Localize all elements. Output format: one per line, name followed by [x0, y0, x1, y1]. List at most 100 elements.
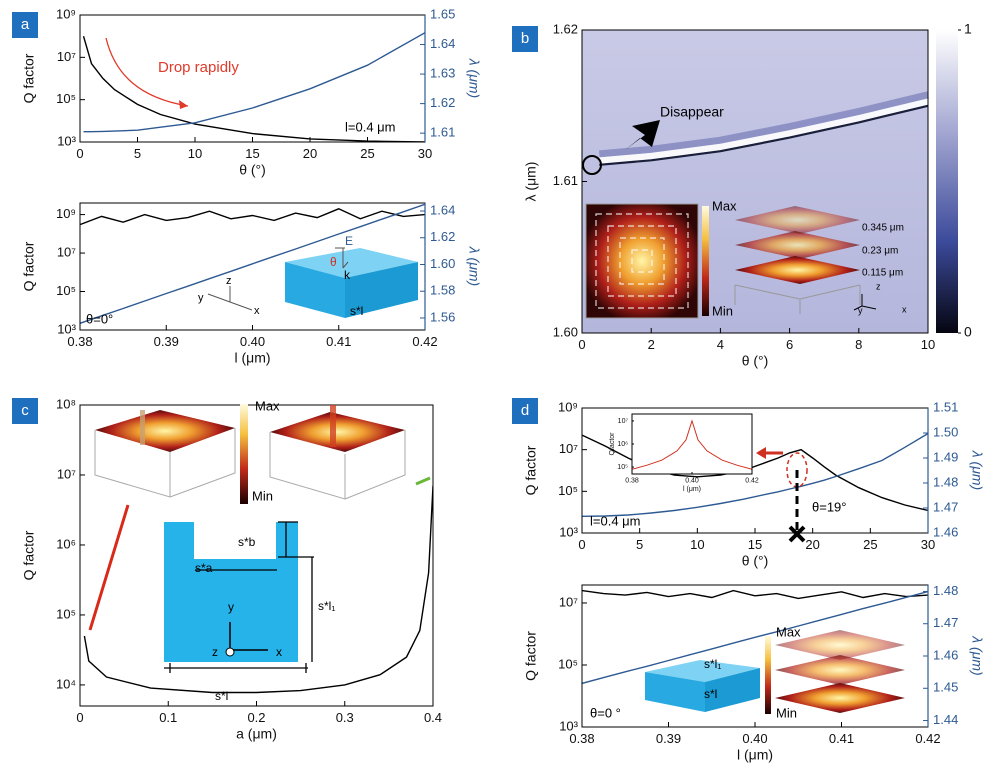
decoration — [756, 447, 766, 459]
x-tick-label: 0.4 — [424, 710, 442, 725]
decoration — [229, 622, 268, 651]
y-axis-label: λ (μm) — [523, 162, 539, 202]
y-tick-label: 10³ — [559, 718, 578, 733]
y-tick-label: 10⁵ — [558, 483, 578, 498]
x-tick-label: 0.40 — [685, 477, 699, 484]
y2-axis-label: λ (μm) — [969, 635, 985, 675]
y2-tick-label: 1.49 — [933, 449, 958, 464]
panel-badge — [512, 398, 538, 424]
decoration — [775, 683, 905, 713]
data-line — [80, 203, 425, 324]
y2-tick-label: 1.64 — [430, 36, 455, 51]
x-axis-label: θ (°) — [239, 161, 266, 177]
y2-tick-label: 1.61 — [430, 125, 455, 140]
annotation: 0.345 μm — [862, 223, 904, 234]
annotation: y — [228, 600, 234, 614]
y-tick-label: 10³ — [559, 524, 578, 539]
annotation: l=0.4 μm — [345, 119, 395, 134]
x-tick-label: 5 — [134, 146, 141, 161]
decoration — [705, 668, 760, 712]
y-tick-label: 10⁶ — [56, 536, 76, 551]
data-line — [582, 589, 928, 600]
decoration — [607, 225, 677, 297]
x-tick-label: 0.39 — [656, 731, 681, 746]
decoration — [179, 100, 188, 109]
y-tick-label: 10⁷ — [57, 244, 76, 259]
x-tick-label: 0 — [76, 146, 83, 161]
annotation: x — [276, 645, 282, 659]
x-tick-label: 0.3 — [336, 710, 354, 725]
decoration — [285, 248, 418, 278]
x-tick-label: 0.42 — [745, 477, 759, 484]
y-axis-label: Q factor — [523, 445, 539, 495]
y-axis-label: Q factor — [523, 631, 539, 681]
y2-axis-label: λ (μm) — [969, 450, 985, 490]
annotation: y — [858, 305, 863, 315]
y-tick-label: 10³ — [57, 133, 76, 148]
data-line — [582, 590, 928, 685]
y-tick-label: 10⁸ — [56, 396, 76, 411]
annotation: s*l₁ — [318, 599, 335, 613]
y-axis-label: Q factor — [21, 241, 37, 291]
panel-letter: b — [521, 30, 529, 47]
y2-axis-label: λ (μm) — [466, 246, 482, 286]
annotation: θ=0° — [86, 311, 113, 326]
x-axis-label: θ (°) — [742, 352, 769, 368]
x-axis-label: a (μm) — [236, 725, 277, 741]
y-tick-label: 10⁶ — [617, 441, 628, 448]
x-tick-label: 25 — [360, 146, 374, 161]
data-line — [582, 432, 928, 517]
annotation: Drop rapidly — [158, 59, 239, 76]
y-tick-label: 10⁴ — [56, 676, 76, 691]
decoration — [734, 284, 861, 314]
decoration — [625, 120, 660, 150]
decoration — [735, 256, 860, 284]
data-line — [80, 208, 425, 226]
annotation: θ=0 ° — [590, 705, 621, 720]
annotation: Disappear — [660, 104, 724, 120]
annotation: x — [254, 305, 260, 317]
x-tick-label: 20 — [805, 537, 819, 552]
y2-axis-label: λ (μm) — [466, 58, 482, 98]
x-tick-label: 25 — [863, 537, 877, 552]
y-axis-label: Q factor — [21, 530, 37, 580]
annotation: z — [876, 281, 881, 291]
x-tick-label: 0.42 — [915, 731, 940, 746]
decoration — [270, 412, 405, 452]
y-axis-label: Q factor — [21, 53, 37, 103]
decoration — [225, 647, 235, 657]
x-tick-label: 30 — [418, 146, 432, 161]
annotation: k — [344, 268, 351, 282]
annotation: l=0.4 μm — [590, 513, 640, 528]
annotation: s*l — [704, 687, 717, 701]
decoration — [88, 504, 130, 631]
annotation: Min — [776, 705, 797, 720]
annotation: s*l₁ — [704, 657, 721, 671]
decoration — [285, 262, 345, 318]
y2-tick-label: 1.63 — [430, 66, 455, 81]
colorbar-tick-label: 1 — [964, 21, 972, 37]
panel-badge — [12, 12, 38, 38]
x-tick-label: 20 — [303, 146, 317, 161]
x-tick-label: 0.38 — [569, 731, 594, 746]
y-tick-label: 10⁹ — [56, 206, 76, 221]
x-tick-label: 0.40 — [240, 334, 265, 349]
colorbar-tick-label: 0 — [964, 324, 972, 340]
data-line — [83, 32, 425, 133]
annotation: 0.23 μm — [862, 246, 898, 257]
y-tick-label: 10³ — [57, 321, 76, 336]
y2-tick-label: 1.48 — [933, 583, 958, 598]
x-axis-label: l (μm) — [683, 486, 701, 493]
decoration — [94, 428, 236, 498]
y2-tick-label: 1.51 — [933, 399, 958, 414]
x-tick-label: 0.2 — [247, 710, 265, 725]
decoration — [702, 206, 709, 316]
decoration — [140, 410, 145, 445]
y-tick-label: 1.60 — [553, 324, 578, 339]
decoration — [330, 405, 336, 447]
y2-tick-label: 1.46 — [933, 524, 958, 539]
y2-tick-label: 1.47 — [933, 499, 958, 514]
annotation: s*a — [195, 561, 213, 575]
x-tick-label: 2 — [648, 337, 655, 352]
y-tick-label: 10⁹ — [56, 6, 76, 21]
